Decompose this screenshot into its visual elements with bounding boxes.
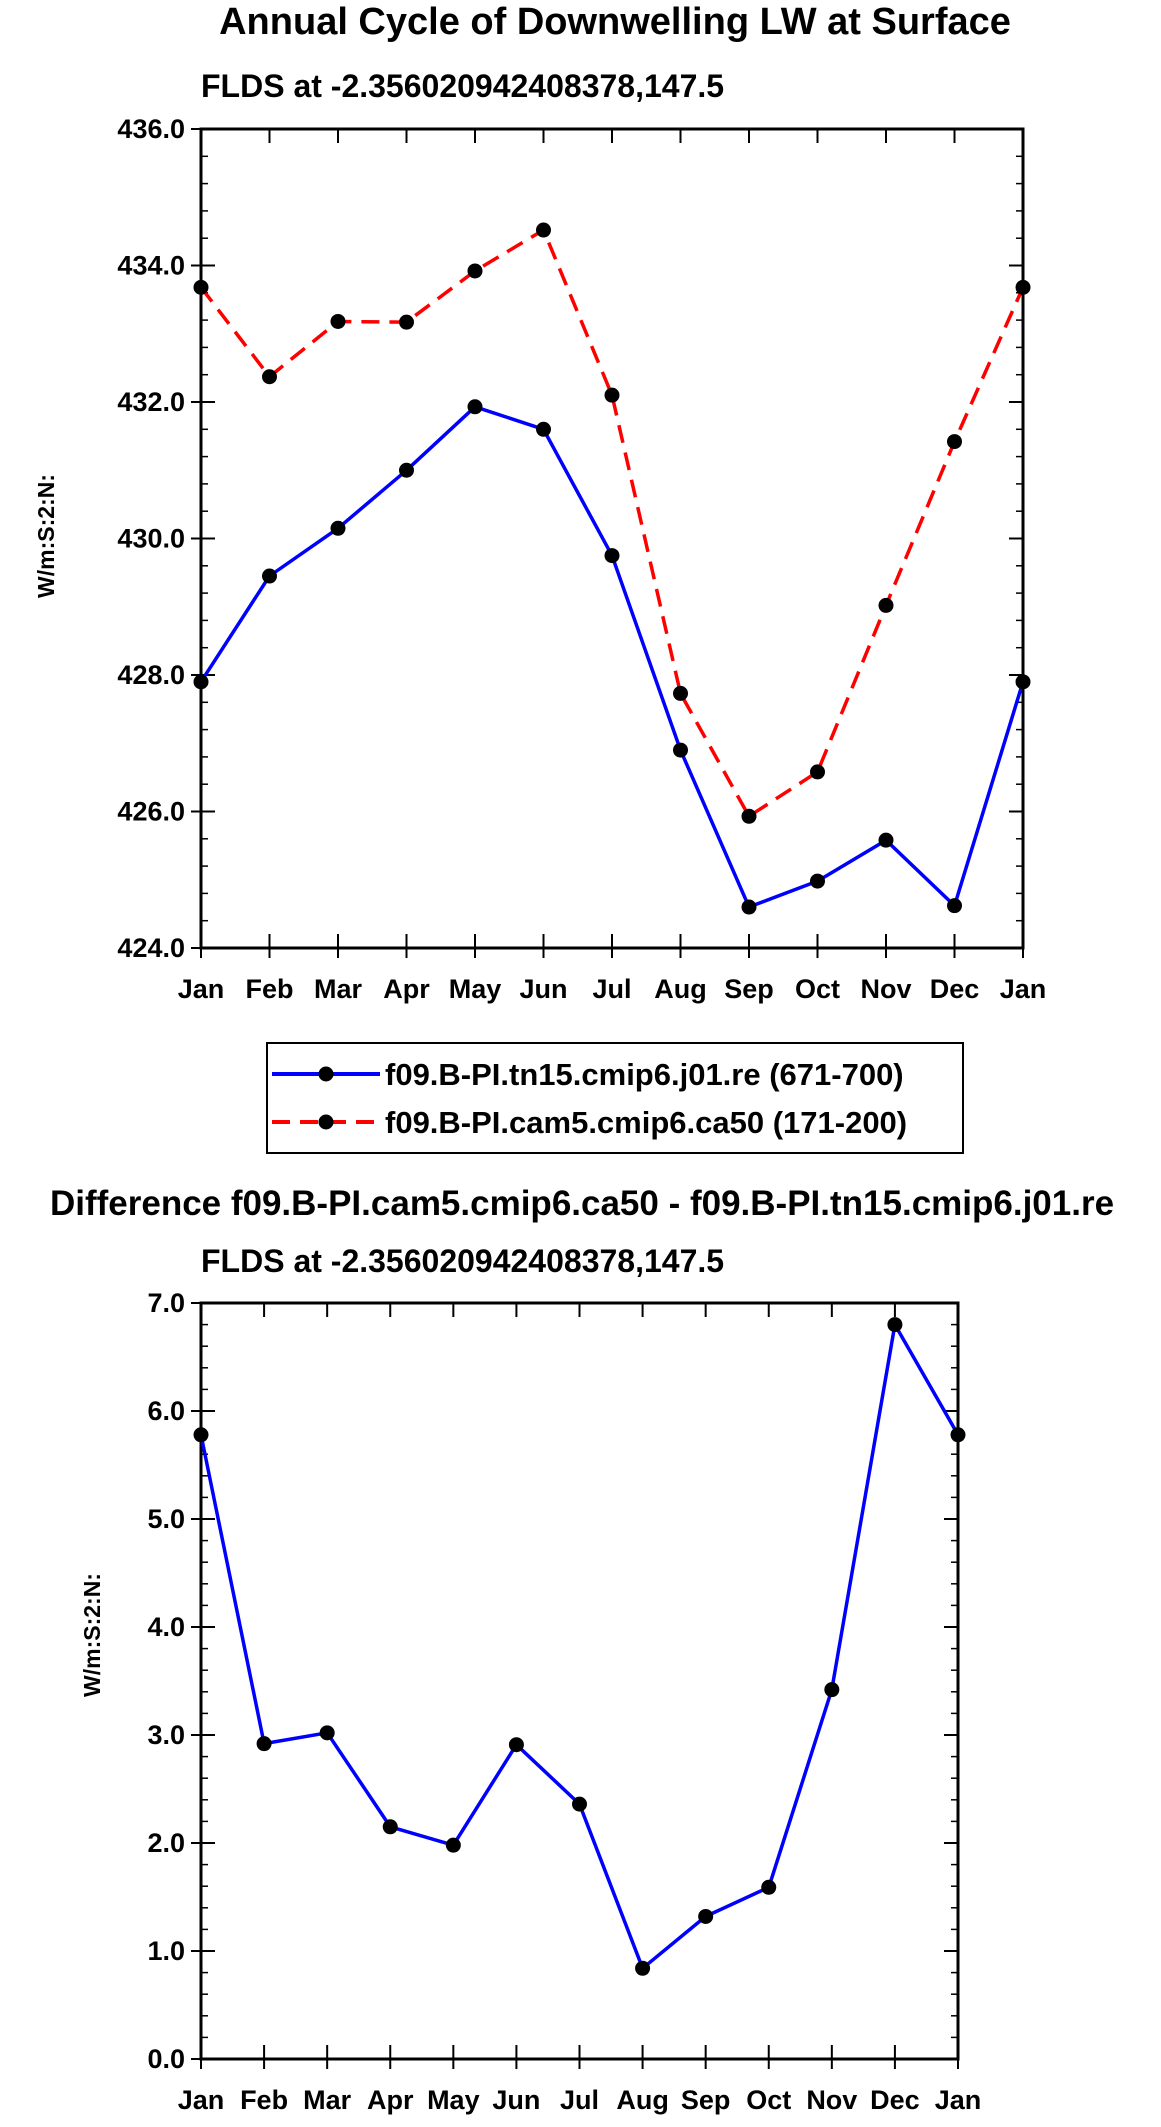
chart2-series-1-point bbox=[887, 1317, 903, 1333]
chart2-ytick-label: 7.0 bbox=[147, 1288, 185, 1318]
chart1-subtitle: FLDS at -2.356020942408378,147.5 bbox=[201, 68, 724, 104]
chart2-series-1-point bbox=[445, 1837, 461, 1853]
chart1-series-1-point bbox=[193, 674, 209, 690]
chart1-ytick-label: 434.0 bbox=[117, 251, 185, 281]
chart1-xtick-label: May bbox=[449, 974, 502, 1004]
chart1-series-2-point bbox=[536, 222, 551, 238]
chart1-xtick-label: Mar bbox=[314, 974, 363, 1004]
chart1-series-2-point bbox=[330, 313, 346, 329]
chart1-series-2-point bbox=[741, 808, 757, 824]
chart2-plot: 0.0 1.0 2.0 3.0 4.0 5.0 6.0 7.0 Jan Feb Mar Apr May J… bbox=[147, 1288, 981, 2115]
chart1-series-2-point bbox=[399, 314, 414, 330]
chart1-series-2-line bbox=[199, 228, 1025, 819]
legend-marker-series-1 bbox=[318, 1066, 334, 1082]
chart2-xtick-label: Dec bbox=[870, 2085, 920, 2115]
chart2-xtick-label: Jan bbox=[935, 2085, 982, 2115]
chart1-series-1-line bbox=[199, 405, 1025, 909]
chart1-series-1-point bbox=[604, 548, 620, 564]
chart2-series-1-point bbox=[193, 1427, 209, 1443]
chart1-xtick-label: Jul bbox=[592, 974, 631, 1004]
legend-label-series-1: f09.B-PI.tn15.cmip6.j01.re (671-700) bbox=[385, 1057, 904, 1092]
chart2-series-1-point bbox=[382, 1819, 398, 1835]
chart1-series-1-point bbox=[741, 899, 757, 915]
chart1-xtick-label: Dec bbox=[930, 974, 980, 1004]
chart2-series-1-point bbox=[824, 1682, 840, 1698]
chart2-series-1-point bbox=[256, 1736, 272, 1752]
chart2-ytick-label: 1.0 bbox=[147, 1936, 185, 1966]
chart1-xtick-label: Jun bbox=[519, 974, 567, 1004]
chart2-series-1-point bbox=[761, 1879, 777, 1895]
chart1-series-1-point bbox=[878, 832, 894, 848]
chart1-xtick-label: Apr bbox=[383, 974, 430, 1004]
chart1-series-1-point bbox=[399, 462, 414, 478]
chart2-xtick-label: Mar bbox=[303, 2085, 352, 2115]
chart1-xtick-label: Nov bbox=[860, 974, 911, 1004]
chart1-series-2-point bbox=[262, 369, 277, 385]
chart1-series-2-point bbox=[1015, 279, 1031, 295]
chart2-ytick-label: 4.0 bbox=[147, 1612, 185, 1642]
chart2-frame bbox=[199, 1301, 960, 2061]
chart2-ytick-label: 2.0 bbox=[147, 1828, 185, 1858]
chart2-xtick-label: Jun bbox=[492, 2085, 540, 2115]
chart1-series-2-point bbox=[673, 685, 688, 701]
chart2-xtick-label: Nov bbox=[806, 2085, 857, 2115]
chart2-xtick-label: Apr bbox=[367, 2085, 414, 2115]
chart1-series-2-point bbox=[193, 279, 209, 295]
chart2-xtick-label: Sep bbox=[681, 2085, 731, 2115]
chart2-series-1-line bbox=[199, 1322, 960, 1971]
chart2-series-1-point bbox=[698, 1908, 714, 1924]
chart1-series-1-point bbox=[330, 520, 346, 536]
chart2-title: Difference f09.B-PI.cam5.cmip6.ca50 - f0… bbox=[50, 1184, 1114, 1223]
chart1-ytick-label: 430.0 bbox=[117, 524, 185, 554]
chart1-series-1-point bbox=[673, 742, 688, 758]
chart1-series-2-point bbox=[604, 387, 620, 403]
chart2-series-1-point bbox=[635, 1960, 651, 1976]
chart1-ytick-label: 436.0 bbox=[117, 114, 185, 144]
chart1-xtick-label: Aug bbox=[654, 974, 706, 1004]
chart1-series-1-point bbox=[947, 898, 962, 914]
chart1-xtick-label: Sep bbox=[724, 974, 774, 1004]
chart1-xtick-label: Feb bbox=[245, 974, 293, 1004]
chart1-series-1-point bbox=[1015, 674, 1031, 690]
chart2-xtick-label: Jan bbox=[178, 2085, 225, 2115]
legend-label-series-2: f09.B-PI.cam5.cmip6.ca50 (171-200) bbox=[385, 1105, 907, 1140]
chart1-ytick-label: 428.0 bbox=[117, 660, 185, 690]
chart2-ytick-label: 0.0 bbox=[147, 2044, 185, 2074]
chart2-series-1-point bbox=[508, 1737, 524, 1753]
chart1-series-2-point bbox=[467, 263, 483, 279]
chart1-xtick-label: Oct bbox=[795, 974, 840, 1004]
chart1-series-2-point bbox=[947, 434, 962, 450]
chart1-ylabel: W/m:S:2:N: bbox=[33, 474, 59, 598]
chart2-series-1-point bbox=[572, 1796, 587, 1812]
chart1-series-1-point bbox=[536, 421, 551, 437]
chart1-xtick-label: Jan bbox=[1000, 974, 1047, 1004]
chart2-ytick-label: 5.0 bbox=[147, 1504, 185, 1534]
chart1-title: Annual Cycle of Downwelling LW at Surfac… bbox=[219, 1, 1011, 43]
chart2-xtick-label: May bbox=[427, 2085, 480, 2115]
chart1-xtick-label: Jan bbox=[178, 974, 225, 1004]
chart1-series-1-point bbox=[467, 399, 483, 415]
chart1-series-2-point bbox=[810, 764, 825, 780]
chart2-xtick-label: Jul bbox=[560, 2085, 599, 2115]
chart1-plot: 424.0 426.0 428.0 430.0 432.0 434.0 436.0 Jan Fe… bbox=[117, 114, 1046, 1004]
chart1-series-1-point bbox=[262, 568, 277, 584]
chart2-series-1-point bbox=[319, 1725, 335, 1741]
chart2-subtitle: FLDS at -2.356020942408378,147.5 bbox=[201, 1243, 724, 1279]
chart1-series-1-point bbox=[810, 873, 825, 889]
chart1-series-2-point bbox=[878, 597, 894, 613]
chart2-xtick-label: Oct bbox=[746, 2085, 791, 2115]
chart2-xtick-label: Aug bbox=[616, 2085, 668, 2115]
chart2-xtick-label: Feb bbox=[240, 2085, 288, 2115]
chart2-series-1-point bbox=[950, 1427, 966, 1443]
chart2-ytick-label: 3.0 bbox=[147, 1720, 185, 1750]
chart2-ytick-label: 6.0 bbox=[147, 1396, 185, 1426]
chart1-legend: f09.B-PI.tn15.cmip6.j01.re (671-700) f09… bbox=[266, 1042, 964, 1154]
chart1-ytick-label: 432.0 bbox=[117, 387, 185, 417]
legend-marker-series-2 bbox=[318, 1114, 334, 1130]
legend-box bbox=[266, 1042, 964, 1154]
chart1-ytick-label: 426.0 bbox=[117, 797, 185, 827]
chart1-ytick-label: 424.0 bbox=[117, 933, 185, 963]
chart2-ylabel: W/m:S:2:N: bbox=[79, 1573, 105, 1697]
